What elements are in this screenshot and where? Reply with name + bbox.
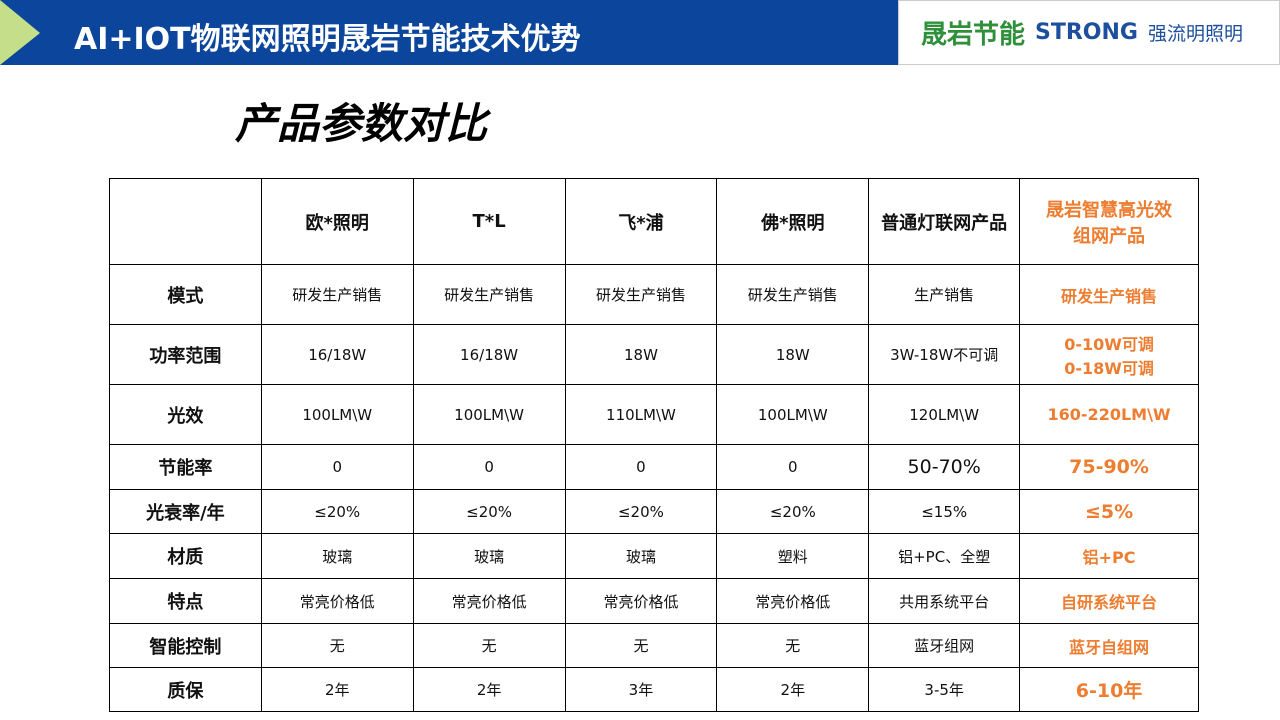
table-cell: 100LM\W bbox=[412, 384, 566, 445]
table-cell: 研发生产销售 bbox=[564, 264, 718, 325]
table-cell: 铝+PC bbox=[1019, 533, 1199, 579]
table-row: 特点 常亮价格低 常亮价格低 常亮价格低 常亮价格低 共用系统平台 自研系统平台 bbox=[109, 578, 1199, 624]
table-row: 智能控制无无无无蓝牙组网 蓝牙自组网 bbox=[109, 623, 1199, 668]
table-cell: 16/18W bbox=[260, 324, 414, 385]
table-cell: 无 bbox=[412, 623, 566, 668]
table-cell: 自研系统平台 bbox=[1019, 578, 1199, 624]
table-cell: 塑料 bbox=[716, 533, 870, 579]
table-cell: 3-5年 bbox=[868, 667, 1021, 712]
table-cell: 研发生产销售 bbox=[260, 264, 414, 325]
table-cell: ≤20% bbox=[716, 489, 870, 534]
row-label: 特点 bbox=[109, 578, 262, 624]
table-cell: 16/18W bbox=[412, 324, 566, 385]
column-header: 晟岩智慧高光效组网产品 bbox=[1019, 178, 1199, 265]
table-cell: ≤5% bbox=[1019, 489, 1199, 534]
table-cell: 0 bbox=[260, 444, 414, 490]
table-cell: 3年 bbox=[564, 667, 718, 712]
page-title: AI+IOT物联网照明晟岩节能技术优势 bbox=[74, 22, 581, 57]
table-cell: 0 bbox=[412, 444, 566, 490]
table-row: 模式 研发生产销售 研发生产销售 研发生产销售 研发生产销售 生产销售 研发生产销售 bbox=[109, 264, 1199, 325]
row-label: 质保 bbox=[109, 667, 262, 712]
row-label: 节能率 bbox=[109, 444, 262, 490]
table-cell: 常亮价格低 bbox=[564, 578, 718, 624]
table-cell: 18W bbox=[716, 324, 870, 385]
row-label: 功率范围 bbox=[109, 324, 262, 385]
table-cell: ≤20% bbox=[260, 489, 414, 534]
table-cell: 常亮价格低 bbox=[412, 578, 566, 624]
table-cell: 生产销售 bbox=[868, 264, 1021, 325]
logo-en-suffix: 强流明照明 bbox=[1147, 23, 1243, 45]
table-cell: ≤20% bbox=[412, 489, 566, 534]
table-cell: 100LM\W bbox=[260, 384, 414, 445]
column-header: 普通灯联网产品 bbox=[868, 178, 1021, 265]
table-row: 质保 2年 2年 3年 2年 3-5年 6-10年 bbox=[109, 667, 1199, 712]
table-cell: 玻璃 bbox=[564, 533, 718, 579]
table-cell: 共用系统平台 bbox=[868, 578, 1021, 624]
logo: 晟岩节能 STRONG 强流明照明 bbox=[898, 0, 1280, 65]
table-cell: 研发生产销售 bbox=[1019, 264, 1199, 325]
table-cell: 160-220LM\W bbox=[1019, 384, 1199, 445]
table-row: 节能率 0 0 0 0 50-70% 75-90% bbox=[109, 444, 1199, 490]
column-header: 佛*照明 bbox=[716, 178, 870, 265]
table-row: 光效 100LM\W 100LM\W 110LM\W 100LM\W 120LM\W 160… bbox=[109, 384, 1199, 445]
row-label: 智能控制 bbox=[109, 623, 262, 668]
table-cell: 110LM\W bbox=[564, 384, 718, 445]
table-cell: 0 bbox=[716, 444, 870, 490]
table-cell: 研发生产销售 bbox=[412, 264, 566, 325]
table-row: 光衰率/年 ≤20% ≤20% ≤20% ≤20% ≤15% ≤5% bbox=[109, 489, 1199, 534]
table-cell: 玻璃 bbox=[412, 533, 566, 579]
table-cell: 玻璃 bbox=[260, 533, 414, 579]
table-cell: 常亮价格低 bbox=[716, 578, 870, 624]
arrow-decoration bbox=[0, 0, 40, 65]
table-cell: 无 bbox=[260, 623, 414, 668]
table-cell: ≤15% bbox=[868, 489, 1021, 534]
table-cell: 6-10年 bbox=[1019, 667, 1199, 712]
column-header bbox=[109, 178, 262, 265]
logo-en: STRONG bbox=[1035, 20, 1138, 45]
logo-cn: 晟岩节能 bbox=[921, 20, 1026, 50]
column-header: 飞*浦 bbox=[564, 178, 718, 265]
table-cell: 0 bbox=[564, 444, 718, 490]
table-cell: 2年 bbox=[412, 667, 566, 712]
table-cell: 2年 bbox=[260, 667, 414, 712]
table-cell: 120LM\W bbox=[868, 384, 1021, 445]
table-cell: 75-90% bbox=[1019, 444, 1199, 490]
table-cell: 0-10W可调 0-18W可调 bbox=[1019, 324, 1199, 385]
row-label: 光衰率/年 bbox=[109, 489, 262, 534]
column-header: T*L bbox=[412, 178, 566, 265]
row-label: 光效 bbox=[109, 384, 262, 445]
table-cell: 蓝牙自组网 bbox=[1019, 623, 1199, 668]
table-cell: 蓝牙组网 bbox=[868, 623, 1021, 668]
table-cell: ≤20% bbox=[564, 489, 718, 534]
table-cell: 无 bbox=[564, 623, 718, 668]
table-cell: 18W bbox=[564, 324, 718, 385]
table-cell: 2年 bbox=[716, 667, 870, 712]
title-banner: AI+IOT物联网照明晟岩节能技术优势 bbox=[0, 0, 898, 65]
table-cell: 3W-18W不可调 bbox=[868, 324, 1021, 385]
table-row: 材质 玻璃 玻璃 玻璃 塑料 铝+PC、全塑 铝+PC bbox=[109, 533, 1199, 579]
table-cell: 研发生产销售 bbox=[716, 264, 870, 325]
row-label: 模式 bbox=[109, 264, 262, 325]
table-cell: 铝+PC、全塑 bbox=[868, 533, 1021, 579]
column-header: 欧*照明 bbox=[260, 178, 414, 265]
comparison-table: 欧*照明 T*L 飞*浦 佛*照明 普通灯联网产品 晟岩智慧高光效组网产品 模式 研发生产销售… bbox=[109, 178, 1199, 712]
table-cell: 100LM\W bbox=[716, 384, 870, 445]
table-cell: 常亮价格低 bbox=[260, 578, 414, 624]
subtitle: 产品参数对比 bbox=[235, 99, 488, 148]
table-cell: 无 bbox=[716, 623, 870, 668]
table-row: 功率范围 16/18W 16/18W 18W 18W 3W-18W不可调 0-10W可调 0… bbox=[109, 324, 1199, 385]
table-cell: 50-70% bbox=[868, 444, 1021, 490]
row-label: 材质 bbox=[109, 533, 262, 579]
header-row: 欧*照明 T*L 飞*浦 佛*照明 普通灯联网产品 晟岩智慧高光效组网产品 bbox=[109, 178, 1199, 265]
